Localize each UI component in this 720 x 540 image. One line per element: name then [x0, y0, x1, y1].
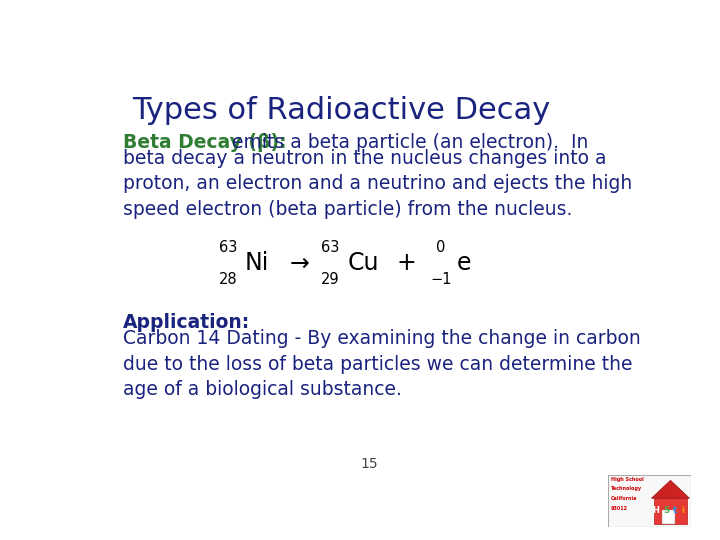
Bar [654, 498, 687, 524]
Text: emits a beta particle (an electron).  In: emits a beta particle (an electron). In [225, 132, 588, 152]
Text: 63: 63 [321, 240, 339, 255]
Text: California: California [611, 496, 637, 501]
Text: Technology: Technology [611, 487, 642, 491]
Text: →: → [289, 252, 309, 275]
Text: 63: 63 [219, 240, 237, 255]
FancyBboxPatch shape [608, 475, 691, 526]
Bar [662, 510, 675, 524]
Text: −1: −1 [431, 272, 452, 287]
Text: beta decay a neutron in the nucleus changes into a
proton, an electron and a neu: beta decay a neutron in the nucleus chan… [122, 148, 632, 219]
Text: i: i [681, 505, 685, 515]
Text: 28: 28 [219, 272, 238, 287]
Text: +: + [396, 252, 416, 275]
Text: 0: 0 [436, 240, 446, 255]
Text: Ni: Ni [245, 252, 269, 275]
Text: Application:: Application: [122, 313, 250, 332]
Text: t: t [672, 505, 677, 515]
Text: 29: 29 [321, 272, 340, 287]
Text: e: e [456, 252, 471, 275]
Text: Types of Radioactive Decay: Types of Radioactive Decay [132, 96, 551, 125]
Text: 93012: 93012 [611, 506, 628, 511]
Text: Carbon 14 Dating - By examining the change in carbon
due to the loss of beta par: Carbon 14 Dating - By examining the chan… [122, 329, 640, 400]
Text: 15: 15 [360, 457, 378, 471]
Text: S: S [663, 505, 669, 515]
Text: Beta Decay (β):: Beta Decay (β): [122, 132, 286, 152]
Text: H: H [652, 505, 660, 515]
Text: High School: High School [611, 477, 644, 482]
Polygon shape [652, 481, 690, 498]
Text: Cu: Cu [347, 252, 379, 275]
